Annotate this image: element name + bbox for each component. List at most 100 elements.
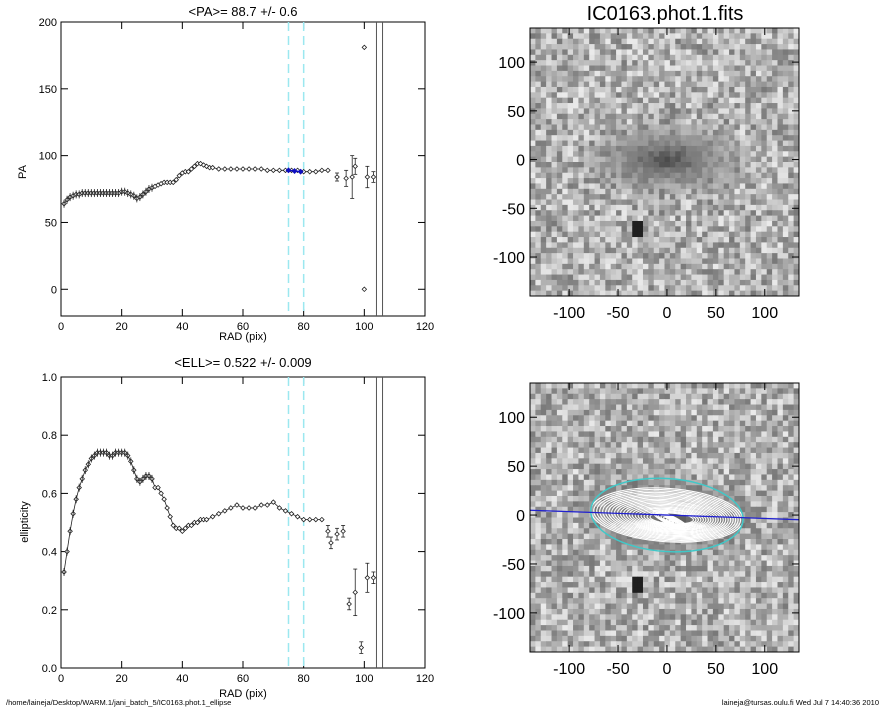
image-pixel: [739, 242, 746, 249]
image-pixel: [691, 129, 698, 136]
image-pixel: [686, 60, 692, 67]
image-pixel: [653, 119, 660, 125]
image-pixel: [739, 44, 746, 50]
image-pixel: [788, 183, 795, 190]
image-pixel: [621, 458, 628, 465]
image-pixel: [761, 151, 768, 158]
y-tick-label: -50: [502, 201, 525, 218]
image-pixel: [739, 474, 746, 481]
image-pixel: [696, 555, 703, 562]
image-pixel: [621, 253, 628, 259]
image-pixel: [535, 452, 542, 459]
image-pixel: [761, 54, 768, 61]
image-pixel: [621, 140, 628, 147]
image-pixel: [766, 194, 773, 201]
image-pixel: [567, 65, 574, 72]
image-pixel: [621, 587, 628, 594]
image-pixel: [556, 501, 563, 508]
image-pixel: [766, 290, 773, 297]
image-pixel: [659, 420, 665, 427]
image-pixel: [739, 388, 746, 395]
image-pixel: [632, 560, 639, 567]
image-pixel: [546, 162, 553, 168]
image-pixel: [616, 119, 622, 125]
image-pixel: [653, 33, 660, 40]
image-pixel: [723, 44, 730, 50]
image-pixel: [680, 415, 687, 422]
image-pixel: [594, 420, 601, 427]
image-pixel: [578, 393, 585, 400]
image-pixel: [642, 420, 649, 427]
image-pixel: [745, 404, 752, 411]
image-pixel: [637, 156, 644, 163]
image-pixel: [583, 215, 590, 222]
image-pixel: [648, 479, 655, 486]
image-pixel: [664, 145, 671, 152]
image-pixel: [788, 549, 795, 556]
image-pixel: [793, 388, 800, 395]
image-pixel: [675, 81, 682, 88]
image-pixel: [599, 76, 606, 83]
image-pixel: [583, 431, 590, 438]
image-pixel: [535, 151, 542, 158]
image-pixel: [605, 33, 612, 40]
image-pixel: [745, 539, 752, 545]
image-pixel: [777, 60, 784, 67]
image-pixel: [675, 247, 682, 254]
image-pixel: [567, 571, 574, 578]
image-pixel: [616, 479, 622, 486]
image-pixel: [578, 263, 585, 270]
image-pixel: [755, 544, 762, 551]
image-pixel: [610, 555, 617, 562]
image-pixel: [686, 603, 692, 610]
image-pixel: [594, 447, 601, 454]
image-pixel: [653, 458, 660, 465]
image-pixel: [669, 290, 676, 297]
image-pixel: [750, 399, 757, 406]
image-pixel: [761, 404, 768, 411]
image-pixel: [632, 65, 639, 72]
image-pixel: [610, 108, 617, 115]
image-pixel: [653, 565, 660, 572]
image-pixel: [546, 194, 553, 201]
image-pixel: [707, 490, 714, 497]
x-tick-label: 50: [707, 305, 725, 322]
image-pixel: [734, 431, 741, 438]
image-pixel: [729, 113, 735, 120]
image-pixel: [562, 194, 569, 201]
image-pixel: [583, 522, 590, 529]
image-pixel: [729, 447, 735, 454]
image-pixel: [718, 97, 725, 104]
image-pixel: [632, 220, 639, 227]
image-pixel: [702, 156, 709, 163]
image-pixel: [567, 587, 574, 594]
image-pixel: [761, 119, 768, 125]
image-pixel: [578, 544, 585, 551]
image-pixel: [562, 237, 569, 243]
image-pixel: [626, 279, 633, 286]
image-pixel: [626, 598, 633, 605]
image-pixel: [642, 145, 649, 152]
image-pixel: [578, 533, 585, 540]
image-pixels: [530, 383, 800, 653]
image-pixel: [686, 290, 692, 297]
image-pixel: [583, 199, 590, 206]
image-pixel: [750, 135, 757, 142]
image-pixel: [734, 533, 741, 540]
image-pixel: [567, 274, 574, 281]
image-pixel: [540, 447, 547, 454]
image-pixel: [755, 151, 762, 158]
image-pixel: [696, 263, 703, 270]
image-pixel: [766, 501, 773, 508]
image-pixel: [669, 560, 676, 567]
image-pixel: [766, 485, 773, 492]
image-pixel: [535, 210, 542, 217]
data-point: [325, 167, 331, 174]
image-pixel: [696, 485, 703, 492]
image-pixel: [729, 409, 735, 416]
image-pixel: [530, 162, 536, 168]
image-pixel: [632, 135, 639, 142]
image-pixel: [605, 576, 612, 583]
image-pixel: [788, 290, 795, 297]
image-pixel: [573, 533, 579, 540]
